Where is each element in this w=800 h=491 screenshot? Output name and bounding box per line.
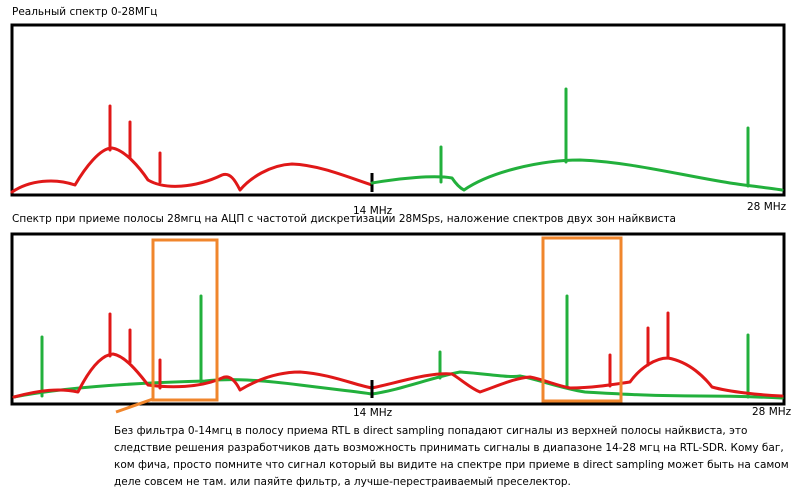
bottom-end-freq-label: 28 MHz	[752, 406, 792, 418]
bottom-panel-frame	[10, 232, 786, 406]
top-end-freq-label: 28 MHz	[747, 201, 787, 213]
explanation-text: Без фильтра 0-14мгц в полосу приема RTL …	[114, 425, 789, 488]
bottom-red-spectrum	[12, 311, 784, 399]
bottom-panel-title: Спектр при приеме полосы 28мгц на АЦП с …	[12, 213, 676, 225]
top-panel-title: Реальный спектр 0-28МГц	[12, 6, 158, 18]
highlight-box-right	[541, 236, 623, 403]
bottom-mid-freq-label: 14 MHz	[353, 407, 393, 419]
top-green-spectrum	[370, 87, 784, 192]
highlight-pointer	[115, 397, 154, 414]
top-mid-freq-label: 14 MHz	[353, 205, 393, 217]
top-red-spectrum	[10, 104, 374, 194]
highlight-box-left	[151, 238, 219, 402]
top-panel-frame	[10, 23, 786, 197]
